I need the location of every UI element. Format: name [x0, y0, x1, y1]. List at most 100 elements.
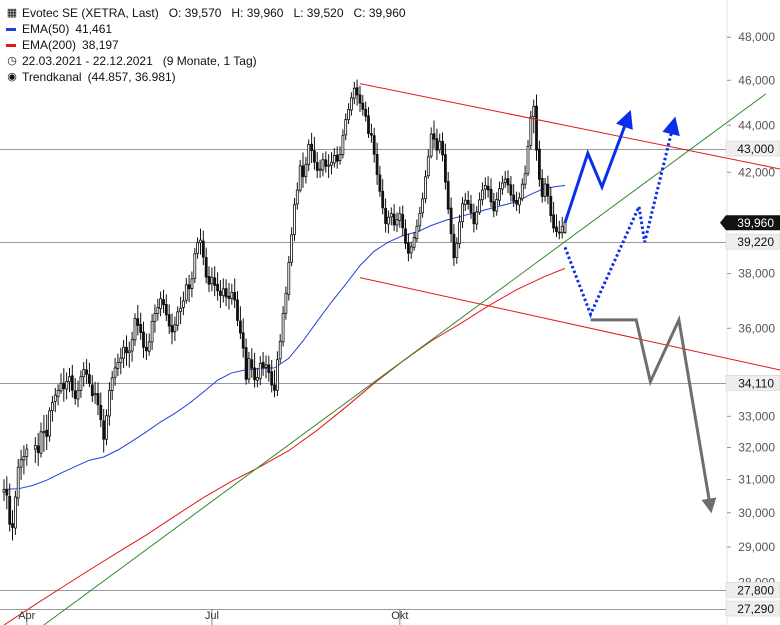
candle	[116, 353, 120, 377]
candle-body	[25, 448, 29, 457]
candle-body	[36, 445, 40, 453]
candle-body	[159, 298, 163, 310]
candle	[193, 248, 197, 283]
candle	[153, 304, 157, 333]
candle	[523, 165, 527, 190]
candle-body	[449, 207, 453, 235]
candle	[560, 216, 564, 239]
candle	[173, 316, 177, 341]
candle-body	[147, 341, 151, 352]
legend-ema200[interactable]: EMA(200) 38,197	[6, 37, 406, 53]
candle	[167, 304, 171, 334]
candle-body	[76, 390, 80, 400]
candle-body	[181, 300, 185, 308]
candle	[281, 306, 285, 347]
ema200-swatch	[6, 43, 16, 47]
candle	[384, 198, 388, 233]
candle	[532, 99, 536, 134]
candle-body	[139, 323, 143, 333]
candle-body	[119, 357, 123, 363]
candle-body	[463, 199, 467, 205]
candle-body	[241, 332, 245, 349]
candle	[45, 414, 49, 450]
candle-body	[144, 346, 148, 352]
candle	[48, 407, 51, 442]
candle	[506, 170, 510, 193]
candle	[401, 205, 405, 236]
candle-body	[546, 183, 550, 197]
bullish-scenario-arrow	[563, 109, 633, 224]
candle	[557, 220, 561, 240]
candle-body	[39, 431, 43, 454]
candle	[409, 241, 413, 259]
candle-body	[355, 87, 359, 96]
candle	[273, 369, 276, 398]
ema50-label: EMA(50)	[22, 22, 70, 36]
candle-body	[538, 148, 541, 180]
candle	[255, 367, 259, 388]
candle	[330, 152, 333, 175]
candle-body	[196, 242, 200, 254]
candle-body	[486, 185, 490, 191]
candle-body	[344, 119, 348, 136]
candle	[278, 334, 282, 364]
candle	[315, 152, 319, 179]
candle	[218, 280, 222, 308]
candle	[341, 129, 345, 159]
candle	[176, 306, 180, 331]
candle	[275, 351, 279, 396]
candle	[412, 231, 416, 251]
candle-body	[535, 105, 538, 151]
candle	[287, 255, 291, 301]
candle	[458, 214, 462, 249]
candle	[108, 382, 111, 426]
candle-body	[321, 159, 325, 171]
y-tick-label: 32,000	[738, 440, 775, 454]
candle	[110, 371, 114, 400]
candle	[102, 409, 106, 453]
candle	[42, 414, 46, 452]
candle-body	[193, 253, 197, 280]
candle	[76, 380, 80, 408]
support-trendline	[43, 93, 767, 625]
candle	[324, 151, 328, 173]
candle	[90, 375, 94, 402]
candle-body	[19, 459, 23, 468]
candle	[213, 266, 217, 297]
level-box	[725, 233, 780, 250]
candle	[518, 192, 521, 214]
candle	[432, 120, 436, 149]
candle-body	[173, 324, 177, 333]
legend-trendchannel[interactable]: ◉ Trendkanal (44.857, 36.981)	[6, 69, 406, 85]
date-span: (9 Monate, 1 Tag)	[162, 54, 257, 68]
candle-body	[461, 203, 464, 223]
candle-body	[552, 214, 555, 229]
candle-body	[273, 384, 276, 391]
drawing-layer	[43, 83, 780, 625]
candle-body	[563, 222, 567, 233]
legend-ema50[interactable]: EMA(50) 41,461	[6, 21, 406, 37]
candle-body	[540, 177, 544, 197]
candle	[227, 283, 231, 310]
candle	[443, 143, 447, 190]
x-tick-label: Okt	[391, 610, 408, 622]
candle	[429, 127, 433, 159]
level-label: 27,800	[737, 583, 774, 597]
candle-body	[347, 109, 351, 121]
candle	[475, 206, 479, 230]
y-tick-label: 36,000	[738, 321, 775, 335]
candle	[355, 79, 359, 106]
ema50-value: 41,461	[75, 22, 113, 36]
candle	[293, 198, 296, 241]
candle-body	[293, 204, 296, 235]
candle	[139, 312, 143, 340]
candle	[159, 291, 163, 317]
candle-body	[48, 410, 51, 437]
candle-body	[247, 358, 251, 380]
candle	[39, 422, 43, 458]
candle	[19, 449, 23, 480]
candle-body	[489, 188, 493, 203]
candle	[538, 140, 541, 187]
candle-body	[443, 154, 447, 183]
